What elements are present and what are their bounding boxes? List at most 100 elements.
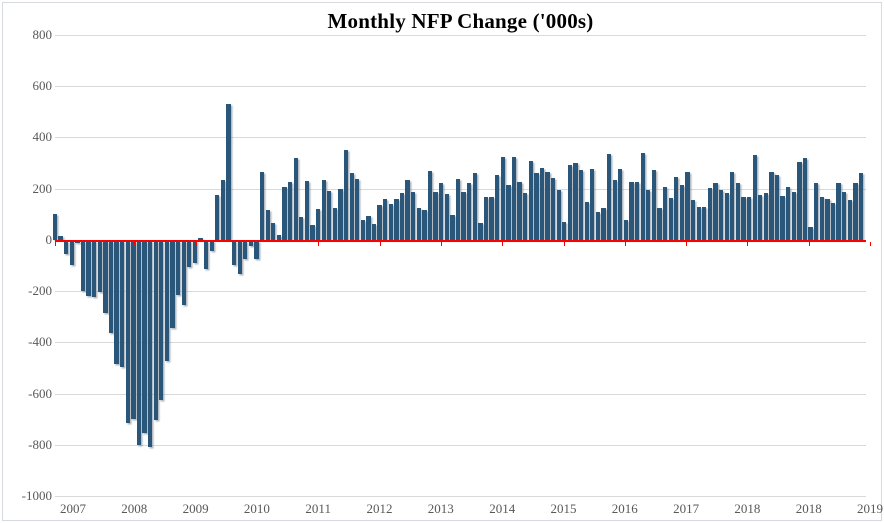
nfp-bar [461,191,466,240]
nfp-bar [181,241,186,305]
zero-axis-tick [440,241,442,246]
nfp-bar [231,241,237,266]
nfp-bar [612,180,617,240]
nfp-bar [187,241,192,267]
nfp-bar [657,208,662,240]
nfp-bar [254,241,259,259]
nfp-bar [271,223,276,240]
nfp-bar [276,234,282,240]
chart-title: Monthly NFP Change ('000s) [327,9,594,33]
x-axis-year-label: 2016 [611,501,638,516]
x-axis-year-label: 2008 [121,501,148,516]
nfp-bar [786,186,791,240]
nfp-bar [500,157,505,240]
nfp-bar [769,171,774,240]
y-gridline [55,496,866,497]
nfp-bar [623,220,629,240]
nfp-bar [64,241,69,254]
y-gridline [55,188,866,190]
y-axis-tick-label: -1000 [21,488,52,503]
nfp-bar [523,193,528,240]
nfp-bar [349,173,354,240]
nfp-bar [836,183,841,240]
nfp-bar [506,184,511,240]
nfp-bar [791,191,796,240]
y-gridline [55,35,866,36]
x-axis-year-label: 2013 [427,501,454,516]
nfp-bar [332,208,337,240]
nfp-bar [495,174,500,240]
nfp-bar [629,181,634,240]
nfp-bar [528,160,533,240]
nfp-bar [220,179,226,240]
nfp-bar [75,241,80,243]
zero-axis-tick [256,241,258,246]
nfp-bar [293,158,298,240]
y-gridline [55,137,866,139]
nfp-bar [472,172,477,240]
zero-axis-tick [808,241,810,246]
nfp-bar [209,241,214,252]
nfp-bar [562,221,567,240]
nfp-bar [797,161,802,240]
nfp-bar [310,225,315,240]
y-axis-tick-label: 0 [45,231,53,247]
nfp-bar [366,215,371,240]
nfp-bar [668,198,673,240]
nfp-bar [226,104,231,240]
nfp-bar [847,200,852,240]
nfp-bar [853,183,858,240]
nfp-bar [422,210,427,240]
zero-axis-tick [624,241,626,246]
nfp-bar [86,241,91,297]
zero-axis-tick [73,241,74,246]
nfp-bar [416,208,421,240]
zero-axis-tick [195,241,197,246]
x-axis-year-label: 2019 [857,501,883,516]
nfp-bar [388,204,393,240]
nfp-bar [444,194,449,240]
y-axis-tick-label: 600 [32,78,53,94]
nfp-bar [690,200,696,240]
nfp-bar [215,195,220,240]
nfp-bar [573,162,578,240]
nfp-bar [634,181,640,240]
zero-axis-tick [379,241,381,246]
x-axis-year-label: 2009 [182,501,209,516]
y-gridline [55,444,866,446]
nfp-bar [170,241,175,329]
nfp-bar [735,183,740,240]
zero-axis-tick [318,241,320,246]
nfp-bar [696,206,701,240]
nfp-bar [618,169,623,240]
nfp-bar [148,241,153,448]
nfp-bar [814,183,819,240]
nfp-bar [427,170,433,240]
nfp-bar [646,190,651,240]
nfp-bar [702,206,707,240]
nfp-bar [282,187,287,240]
x-axis-year-label: 2014 [489,501,516,516]
zero-axis-tick [563,241,565,246]
nfp-bar [399,192,405,240]
nfp-bar [489,196,494,240]
y-gridline [55,393,866,395]
nfp-bar [192,241,198,263]
x-axis-year-label: 2012 [366,501,393,516]
nfp-bar [511,157,517,240]
nfp-bar [383,199,388,240]
nfp-bar [248,241,254,247]
nfp-bar [164,241,170,362]
nfp-bar [355,179,360,240]
nfp-bar [371,224,377,240]
nfp-bar [752,155,757,240]
nfp-bar [321,180,326,240]
x-axis-year-label: 2018 [734,501,761,516]
nfp-bar [153,241,158,421]
nfp-bar [455,179,461,240]
nfp-bar [741,196,746,240]
nfp-bar [142,241,147,434]
nfp-bar [858,173,864,240]
nfp-bar [299,216,304,240]
